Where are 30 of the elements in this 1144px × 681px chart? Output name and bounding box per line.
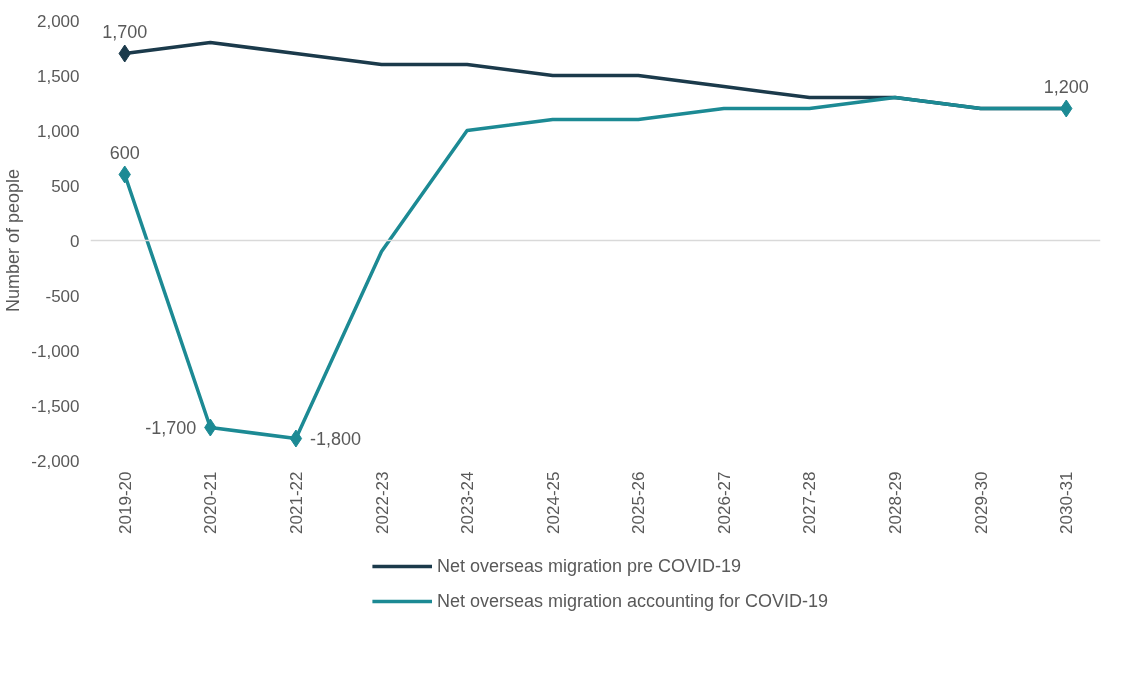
legend-label: Net overseas migration pre COVID-19 [436,555,742,577]
data-label: -1,700 [145,418,197,438]
y-tick-label: 1,000 [36,121,80,141]
y-tick-label: 500 [51,176,80,196]
x-tick-label: 2024-25 [543,471,563,534]
y-tick-label: 2,000 [36,11,80,31]
y-tick-label: 0 [70,231,80,251]
x-tick-label: 2026-27 [714,471,734,534]
x-tick-label: 2021-22 [286,471,306,534]
legend-label: Net overseas migration accounting for COVID-19 [436,590,829,612]
y-tick-label: 1,500 [36,66,80,86]
data-label: 1,200 [1043,76,1089,97]
data-label: -1,800 [309,429,361,449]
y-tick-label: -1,000 [31,341,80,361]
x-tick-label: 2023-24 [458,471,478,534]
y-tick-label: -1,500 [31,396,80,416]
y-tick-label: -500 [45,286,80,306]
x-tick-label: 2029-30 [971,471,991,534]
x-tick-label: 2025-26 [629,471,649,534]
y-axis-title: Number of people [3,168,24,313]
point [289,429,303,448]
y-tick-label: -2,000 [31,451,80,471]
x-tick-label: 2028-29 [886,471,906,534]
x-tick-label: 2027-28 [800,471,820,534]
x-tick-label: 2019-20 [115,471,135,534]
data-label: 600 [109,142,140,163]
x-tick-label: 2020-21 [201,471,221,534]
x-tick-label: 2022-23 [372,471,392,534]
x-tick-label: 2030-31 [1057,471,1077,534]
data-label: 1,700 [102,21,148,42]
